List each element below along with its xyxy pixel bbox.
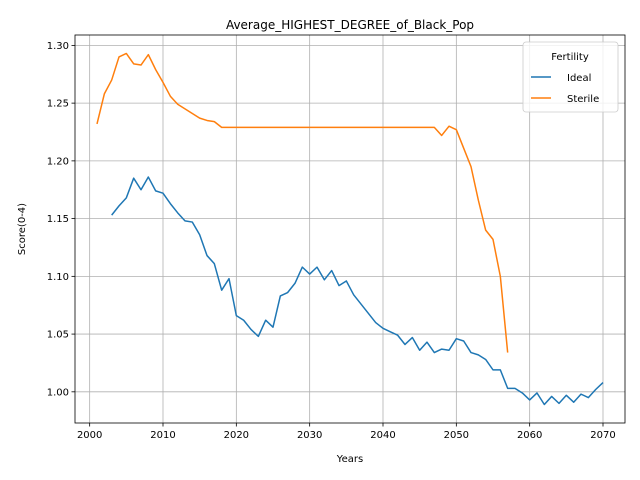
legend-box: [522, 41, 619, 113]
x-axis: 2000 2010 2020 2030 2040 2050 2060 2070: [77, 423, 616, 441]
x-tick-label: 2030: [297, 430, 322, 441]
legend-title: Fertility: [551, 52, 589, 63]
legend-label-sterile: Sterile: [567, 94, 599, 105]
y-tick-label: 1.05: [47, 330, 69, 341]
y-tick-label: 1.25: [47, 99, 69, 110]
series-lines: [96, 52, 604, 406]
x-tick-label: 2050: [444, 430, 469, 441]
y-tick-label: 1.30: [47, 41, 69, 52]
y-axis-label: Score(0-4): [17, 203, 28, 255]
series-line-sterile: [96, 52, 509, 353]
chart-title: Average_HIGHEST_DEGREE_of_Black_Pop: [226, 18, 474, 32]
x-tick-label: 2010: [150, 430, 175, 441]
x-tick-label: 2000: [77, 430, 102, 441]
x-tick-label: 2060: [517, 430, 542, 441]
series-line-ideal: [111, 176, 604, 406]
x-tick-label: 2040: [370, 430, 395, 441]
plot-area-frame: [74, 34, 626, 424]
legend-label-ideal: Ideal: [567, 73, 591, 84]
y-tick-label: 1.20: [47, 156, 69, 167]
x-axis-label: Years: [336, 454, 363, 465]
y-axis: 1.00 1.05 1.10 1.15 1.20 1.25 1.30: [47, 41, 75, 398]
y-tick-label: 1.00: [47, 387, 69, 398]
y-tick-label: 1.10: [47, 272, 69, 283]
y-tick-label: 1.15: [47, 214, 69, 225]
legend: Fertility Ideal Sterile: [522, 41, 619, 113]
x-tick-label: 2070: [590, 430, 615, 441]
x-tick-label: 2020: [224, 430, 249, 441]
